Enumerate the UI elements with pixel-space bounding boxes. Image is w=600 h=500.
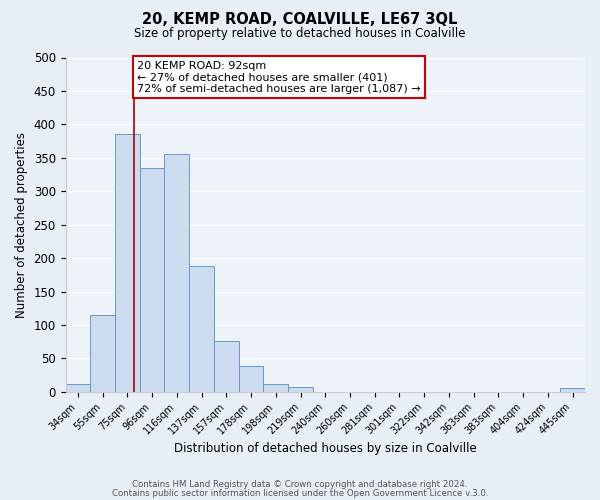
Text: Contains public sector information licensed under the Open Government Licence v.: Contains public sector information licen… <box>112 490 488 498</box>
Text: Contains HM Land Registry data © Crown copyright and database right 2024.: Contains HM Land Registry data © Crown c… <box>132 480 468 489</box>
Bar <box>239 366 263 392</box>
Bar <box>140 168 164 392</box>
Bar <box>560 388 585 392</box>
Bar <box>90 315 115 392</box>
Y-axis label: Number of detached properties: Number of detached properties <box>15 132 28 318</box>
X-axis label: Distribution of detached houses by size in Coalville: Distribution of detached houses by size … <box>174 442 476 455</box>
Bar <box>115 134 140 392</box>
Text: 20 KEMP ROAD: 92sqm
← 27% of detached houses are smaller (401)
72% of semi-detac: 20 KEMP ROAD: 92sqm ← 27% of detached ho… <box>137 61 421 94</box>
Bar <box>214 341 239 392</box>
Bar <box>189 266 214 392</box>
Text: 20, KEMP ROAD, COALVILLE, LE67 3QL: 20, KEMP ROAD, COALVILLE, LE67 3QL <box>142 12 458 28</box>
Bar <box>65 384 90 392</box>
Bar <box>288 387 313 392</box>
Bar <box>263 384 288 392</box>
Bar <box>164 154 189 392</box>
Text: Size of property relative to detached houses in Coalville: Size of property relative to detached ho… <box>134 28 466 40</box>
